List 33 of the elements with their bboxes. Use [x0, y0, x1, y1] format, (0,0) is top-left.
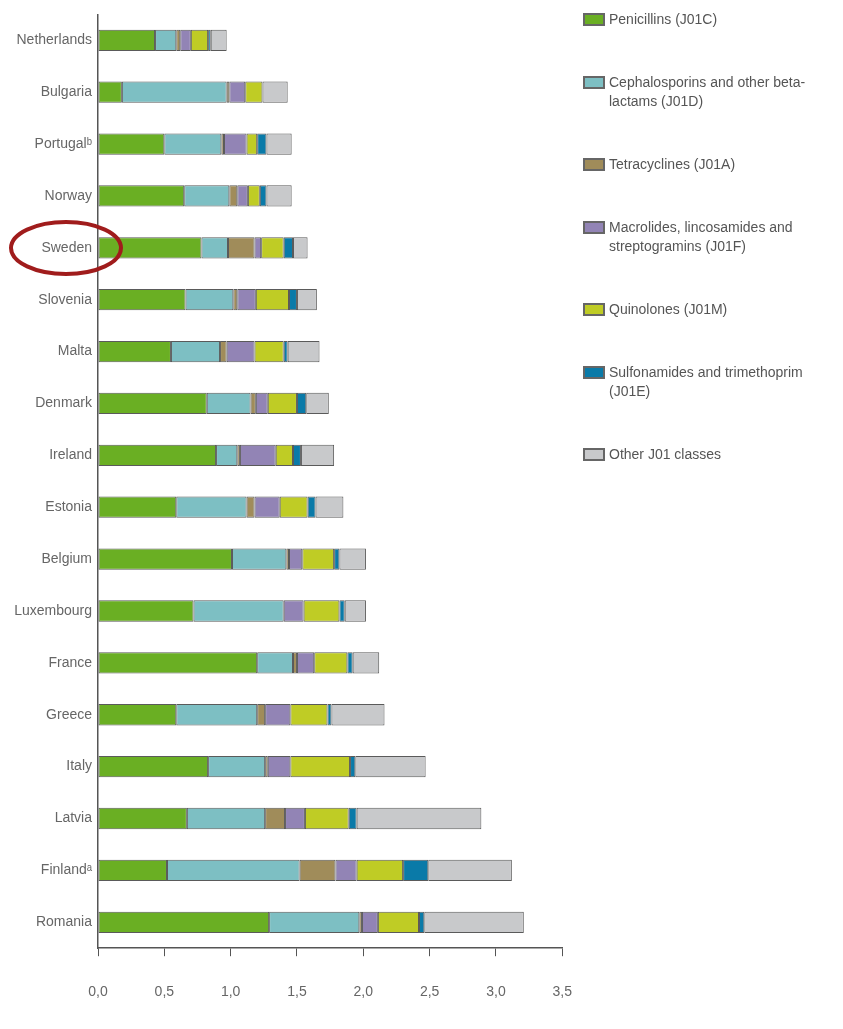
y-tick-label: Greece	[46, 705, 93, 722]
legend-label: Penicillins (J01C)	[609, 10, 718, 29]
x-tick-label: 2,0	[353, 983, 374, 1000]
legend-label: Sulfonamides and trimethoprim (J01E)	[609, 363, 804, 401]
y-tick-label: Bulgaria	[40, 83, 93, 100]
y-tick-label: Malta	[57, 342, 93, 359]
x-tick-label: 2,5	[419, 983, 440, 1000]
y-tick-label: Luxembourg	[14, 601, 92, 618]
y-tick-label: Netherlands	[16, 31, 92, 48]
y-tick-label: Ireland	[49, 446, 92, 463]
legend-label: Cephalosporins and other beta-lactams (J01D)	[609, 73, 807, 111]
legend-label: Macrolides, lincosamides and streptogramins (J01F)	[609, 218, 794, 256]
y-tick-label: Finlandᵃ	[40, 861, 93, 878]
x-tick-label: 3,0	[486, 983, 506, 1000]
y-tick-label: Estonia	[45, 498, 93, 515]
x-tick-label: 3,5	[552, 983, 573, 1000]
y-tick-label: Portugalᵇ	[34, 134, 92, 151]
y-tick-label: Norway	[44, 186, 92, 203]
y-tick-label: Sweden	[41, 238, 92, 255]
legend-label: Tetracyclines (J01A)	[609, 155, 736, 174]
y-tick-label: Slovenia	[38, 290, 93, 307]
legend-label: Other J01 classes	[609, 445, 722, 464]
y-tick-label: France	[48, 653, 93, 670]
y-tick-label: Latvia	[54, 809, 93, 826]
y-tick-label: Romania	[35, 913, 93, 930]
y-tick-label: Italy	[66, 757, 92, 774]
legend-label: Quinolones (J01M)	[609, 300, 728, 319]
x-tick-label: 0,5	[154, 983, 175, 1000]
x-tick-label: 0,0	[88, 983, 108, 1000]
y-tick-label: Belgium	[41, 549, 92, 566]
y-tick-label: Denmark	[35, 394, 93, 411]
x-tick-label: 1,5	[287, 983, 307, 1000]
x-tick-label: 1,0	[220, 983, 241, 1000]
